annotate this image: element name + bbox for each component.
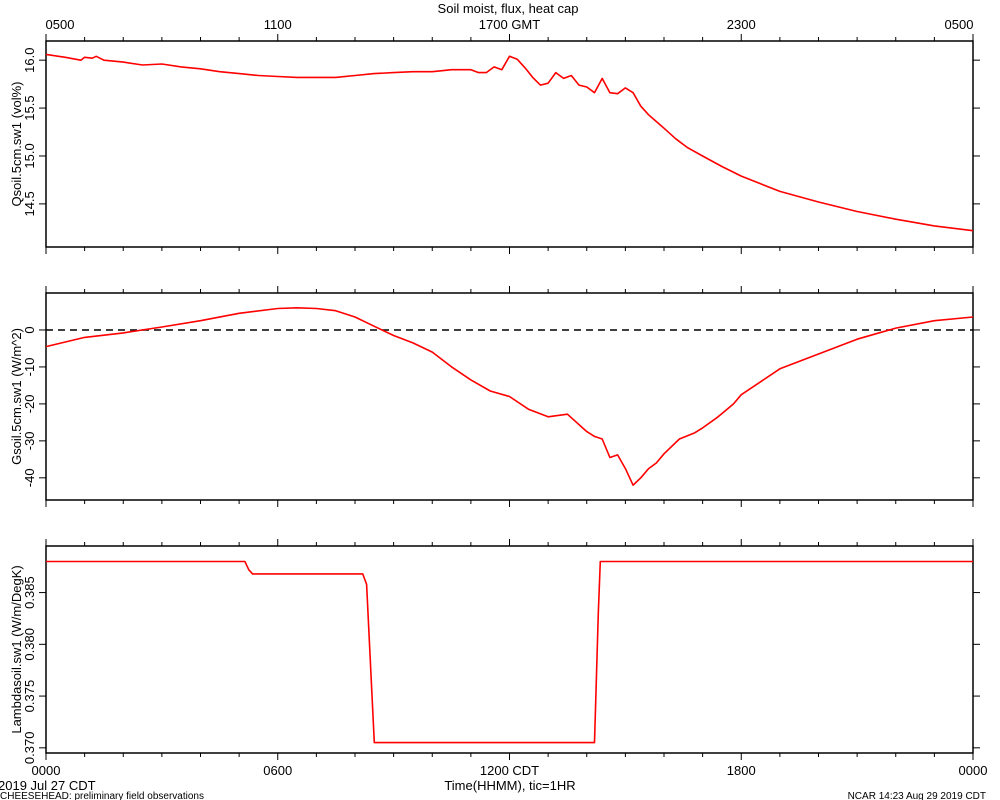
thermal-conductivity-y-tick-label: 0.380 <box>22 628 37 661</box>
cdt-tick-label: 0000 <box>959 763 988 778</box>
thermal-conductivity-series-line <box>46 560 973 744</box>
soil-heat-flux-y-tick-label: -10 <box>22 358 37 377</box>
footer-project: CHEESEHEAD: preliminary field observatio… <box>0 791 204 800</box>
thermal-conductivity-y-axis-title: Lambdasoil.sw1 (W/m/DegK) <box>9 565 24 733</box>
soil-moisture-y-tick-label: 14.5 <box>22 191 37 216</box>
thermal-conductivity-y-tick-label: 0.385 <box>22 576 37 609</box>
thermal-conductivity-plot-frame <box>45 545 974 754</box>
soil-heat-flux-y-tick-label: -40 <box>22 468 37 487</box>
gmt-tick-label: 0500 <box>46 17 75 32</box>
soil-moisture-y-tick-label: 15.0 <box>22 143 37 168</box>
soil-heat-flux-y-axis-title: Gsoil.5cm.sw1 (W/m^2) <box>9 328 24 465</box>
soil-moisture-y-axis-title: Qsoil.5cm.sw1 (vol%) <box>9 82 24 207</box>
soil-heat-flux-y-tick-label: -20 <box>22 394 37 413</box>
soil-moisture-panel: 14.5 15.0 15.5 16.0 Qsoil.5cm.sw1 (vol%) <box>9 34 980 254</box>
cdt-tick-label: 1800 <box>727 763 756 778</box>
soil-moisture-y-tick-label: 15.5 <box>22 95 37 120</box>
soil-heat-flux-series-line <box>45 306 974 487</box>
soil-moisture-y-tick-label: 16.0 <box>22 48 37 73</box>
gmt-tick-label: 2300 <box>727 17 756 32</box>
soil-heat-flux-y-tick-label: -30 <box>22 431 37 450</box>
cdt-tick-label: 1200 CDT <box>480 763 539 778</box>
soil-moisture-plot-frame <box>45 40 974 248</box>
gmt-time-axis: 0500 1100 1700 GMT 2300 0500 <box>46 17 974 32</box>
gmt-tick-label: 1100 <box>264 17 292 32</box>
gmt-tick-label: 0500 <box>945 17 974 32</box>
figure-title: Soil moist, flux, heat cap <box>438 1 579 16</box>
soil-moisture-series-line <box>45 53 974 232</box>
thermal-conductivity-y-tick-label: 0.375 <box>22 680 37 713</box>
thermal-conductivity-y-tick-label: 0.370 <box>22 732 37 765</box>
soil-heat-flux-y-tick-label: 0 <box>22 326 37 333</box>
cdt-tick-label: 0000 <box>32 763 61 778</box>
x-axis-title: Time(HHMM), tic=1HR <box>444 778 575 793</box>
gmt-tick-label: 1700 GMT <box>479 17 540 32</box>
footer-date: 2019 Jul 27 CDT <box>0 778 96 793</box>
cdt-time-axis: 0000 0600 1200 CDT 1800 0000 <box>32 763 988 778</box>
footer-credit: NCAR 14:23 Aug 29 2019 CDT <box>848 791 986 800</box>
cdt-tick-label: 0600 <box>263 763 292 778</box>
